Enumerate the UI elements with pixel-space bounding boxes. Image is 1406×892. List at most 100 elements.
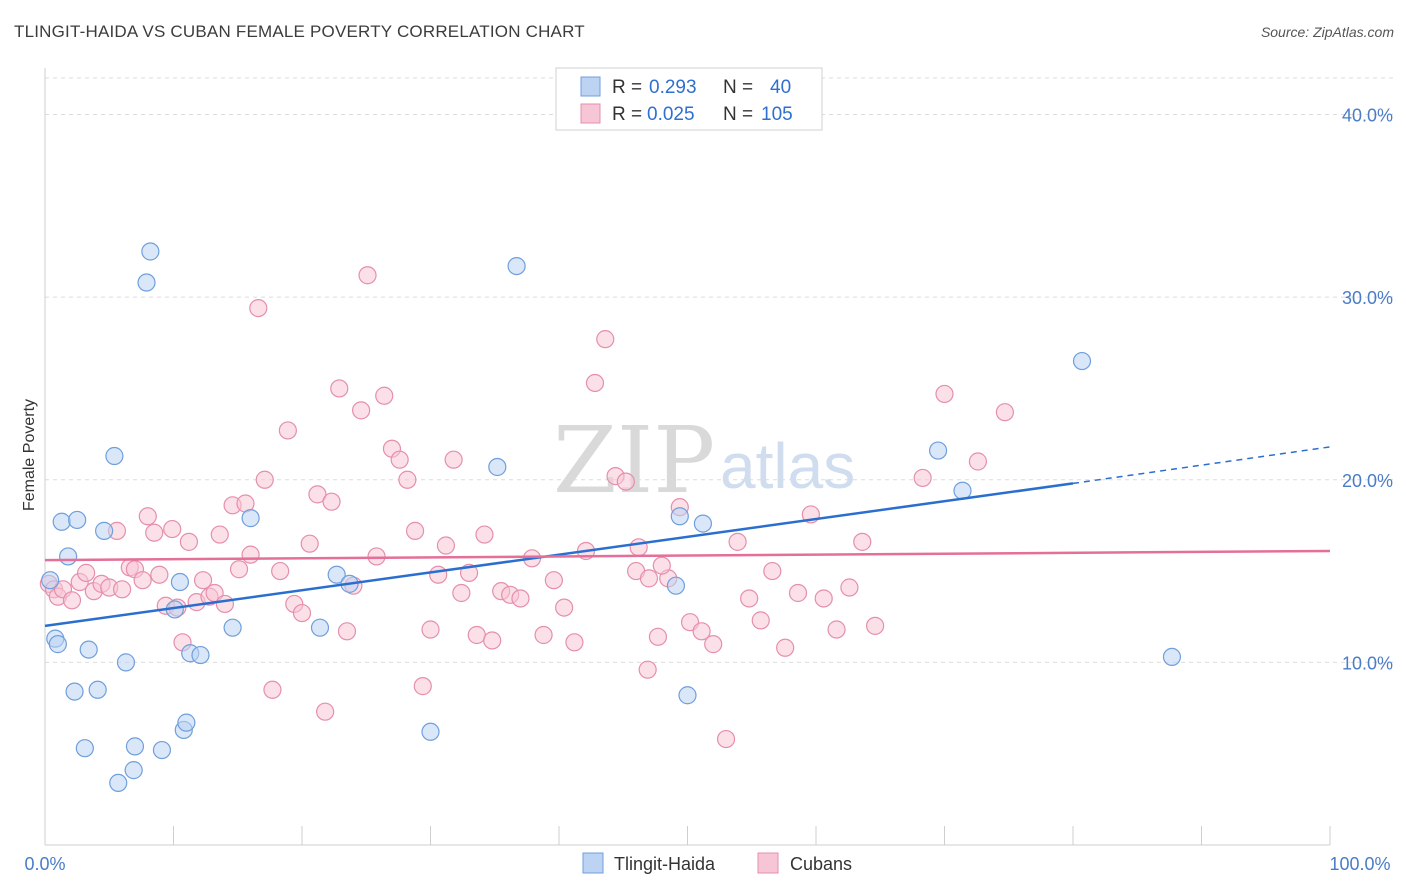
stats-swatch-tlingit-haida [580,76,601,97]
data-point [421,620,440,639]
data-point [716,729,736,749]
stats-swatch-cubans [580,103,601,124]
data-point [152,740,172,760]
data-point [133,571,152,590]
data-point [928,441,948,460]
data-point [788,583,808,603]
x-axis-ticks [44,826,1331,845]
data-point [629,538,648,557]
data-point [229,560,249,579]
data-point [125,737,145,756]
data-point [79,640,98,659]
data-point [271,561,290,581]
stats-r-label-2: R = [612,104,642,125]
data-point [193,571,213,590]
data-point [475,525,494,544]
data-point [429,565,448,584]
legend: Tlingit-Haida Cubans [582,852,852,874]
watermark-atlas: atlas [720,430,855,502]
data-point [866,616,885,635]
data-point [210,525,229,544]
data-point [413,677,432,696]
data-point [405,521,425,540]
data-point [65,682,84,701]
data-point [300,534,319,553]
data-point [511,589,530,608]
data-point [249,299,268,318]
data-point [544,571,563,590]
data-point [751,611,770,630]
data-point [444,450,463,469]
data-point [352,401,371,420]
data-point [827,620,846,639]
data-point [913,468,932,488]
data-point [241,545,260,564]
data-point [840,578,859,597]
data-point [145,523,164,542]
data-point [648,627,668,646]
data-point [48,635,67,654]
data-point [327,565,346,584]
data-point [666,576,686,595]
stats-r-value-2: 0.025 [647,104,695,125]
data-point [596,330,615,349]
data-point [330,379,349,398]
data-point [678,686,697,705]
data-point [179,532,199,551]
data-point [585,373,605,393]
data-point [241,509,260,528]
data-point [68,510,87,530]
data-point [616,472,635,491]
data-point [452,583,471,603]
y-axis-tick-labels: 10.0% 20.0% 30.0% 40.0% [1342,106,1393,674]
data-point [935,384,954,404]
data-point [704,635,723,654]
trend-line-tlingit-haida [44,482,1074,628]
y-tick-label: 40.0% [1342,106,1393,126]
data-point [367,547,386,566]
trend-line-tlingit-haida-extension [1072,446,1331,485]
data-point [467,625,486,645]
y-tick-label: 30.0% [1342,288,1393,308]
stats-n-value-1: 40 [770,77,791,98]
data-point [358,266,377,285]
data-point [255,470,274,489]
x-tick-label-min: 0.0% [24,854,65,874]
y-axis-label: Female Poverty [21,399,38,511]
y-tick-label: 20.0% [1342,471,1393,491]
data-point [322,492,341,511]
data-point [292,603,312,623]
data-point [534,625,553,645]
data-point [310,618,330,637]
data-point [170,572,190,592]
data-point [652,556,671,575]
data-point [763,561,782,581]
data-point [1072,351,1092,371]
data-point [436,536,456,555]
data-point [728,532,747,551]
data-point [109,773,128,793]
data-point [112,580,132,599]
data-point [398,470,417,489]
watermark-zip: ZIP [553,407,715,514]
data-point [191,645,210,665]
stats-n-label-2: N = [723,104,753,125]
stats-box: R = 0.293 N = 40 R = 0.025 N = 105 [555,67,823,131]
data-point [124,761,143,780]
data-point [163,519,182,539]
data-point [88,680,107,699]
data-point [177,713,196,732]
source-credit: Source: ZipAtlas.com [1260,24,1394,40]
data-point [62,591,82,610]
data-point [1162,647,1182,667]
data-point [75,739,94,758]
trend-lines [44,446,1331,628]
data-point [223,618,242,637]
trend-line-cubans [44,549,1331,562]
data-point [483,631,502,650]
data-point [52,512,71,531]
data-point [814,589,833,608]
x-tick-label-max: 100.0% [1329,854,1390,874]
gridlines [45,77,1395,663]
